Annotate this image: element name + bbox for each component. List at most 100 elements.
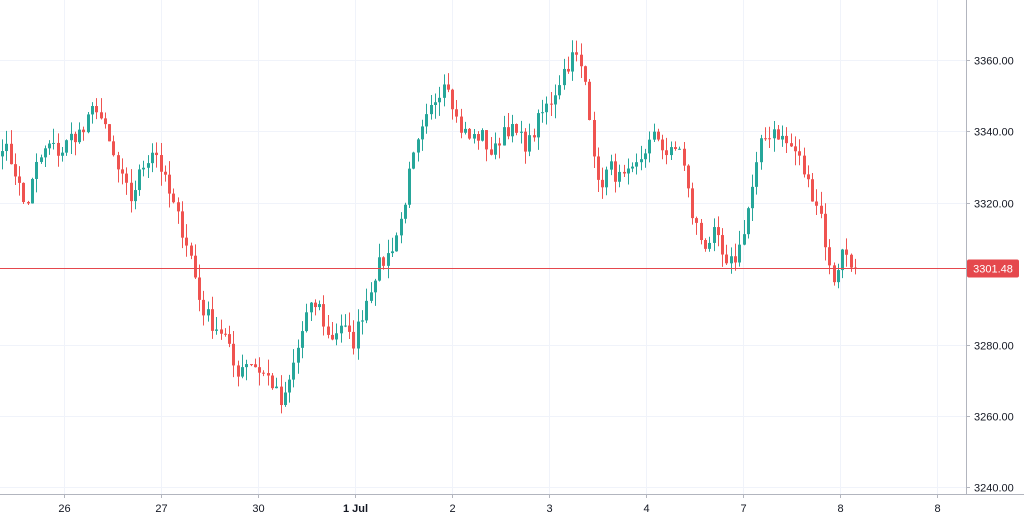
x-tick-label: 1 Jul bbox=[343, 503, 368, 515]
candle-body bbox=[202, 299, 205, 316]
candle-body bbox=[284, 392, 287, 406]
candle-body bbox=[31, 178, 34, 204]
candle-body bbox=[490, 149, 493, 155]
candle-body bbox=[160, 155, 163, 172]
candle-body bbox=[494, 143, 497, 155]
candle-body bbox=[618, 171, 621, 182]
candle-body bbox=[52, 142, 55, 144]
candle-body bbox=[674, 147, 677, 150]
candle-body bbox=[305, 312, 308, 332]
candle-body bbox=[747, 208, 750, 235]
candle-body bbox=[151, 152, 154, 164]
candle-body bbox=[412, 152, 415, 169]
candle-body bbox=[828, 247, 831, 266]
x-tick-label: 26 bbox=[58, 503, 70, 515]
candles bbox=[1, 40, 857, 414]
candle-body bbox=[18, 176, 21, 183]
candle-body bbox=[331, 334, 334, 340]
candle-body bbox=[777, 129, 780, 140]
candle-body bbox=[815, 201, 818, 206]
candle-body bbox=[820, 205, 823, 214]
candle-body bbox=[434, 102, 437, 105]
candle-body bbox=[237, 365, 240, 377]
candle-body bbox=[743, 234, 746, 245]
candle-body bbox=[314, 302, 317, 308]
candle-body bbox=[365, 300, 368, 321]
candle-body bbox=[515, 124, 518, 133]
y-tick-label: 3240.00 bbox=[974, 483, 1014, 495]
candle-body bbox=[70, 133, 73, 141]
y-axis-ticks[interactable]: 3360.00 3340.00 3320.00 3280.00 3260.00 3240.… bbox=[966, 56, 1014, 495]
candle-body bbox=[845, 249, 848, 255]
candle-body bbox=[563, 68, 566, 86]
candle-body bbox=[327, 326, 330, 335]
candle-body bbox=[593, 120, 596, 157]
candle-body bbox=[708, 242, 711, 249]
candle-body bbox=[614, 161, 617, 182]
candle-body bbox=[807, 174, 810, 180]
candle-body bbox=[78, 129, 81, 143]
candle-body bbox=[721, 235, 724, 255]
candle-body bbox=[374, 280, 377, 293]
candle-body bbox=[395, 235, 398, 252]
candle-body bbox=[267, 373, 270, 376]
last-price-badge: 3301.48 bbox=[967, 259, 1019, 278]
candle-body bbox=[245, 364, 248, 368]
candle-body bbox=[764, 138, 767, 140]
candle-body bbox=[640, 159, 643, 163]
candle-body bbox=[477, 134, 480, 141]
y-tick-label: 3340.00 bbox=[974, 127, 1014, 139]
candle-body bbox=[511, 124, 514, 137]
candle-body bbox=[623, 171, 626, 174]
y-tick-label: 3360.00 bbox=[974, 56, 1014, 68]
candle-body bbox=[22, 182, 25, 203]
candle-body bbox=[121, 169, 124, 174]
candle-body bbox=[95, 106, 98, 113]
candle-body bbox=[134, 190, 137, 202]
candle-body bbox=[232, 343, 235, 366]
candle-body bbox=[571, 52, 574, 72]
candle-body bbox=[473, 134, 476, 139]
candle-body bbox=[301, 331, 304, 348]
candle-body bbox=[691, 188, 694, 219]
candle-body bbox=[725, 254, 728, 264]
y-tick-label: 3320.00 bbox=[974, 199, 1014, 211]
candle-body bbox=[190, 245, 193, 256]
candle-body bbox=[447, 84, 450, 90]
candle-body bbox=[841, 249, 844, 271]
candle-body bbox=[361, 320, 364, 322]
candle-body bbox=[215, 329, 218, 331]
candle-body bbox=[211, 309, 214, 331]
candle-body bbox=[755, 162, 758, 187]
candle-body bbox=[683, 148, 686, 166]
candle-body bbox=[387, 253, 390, 266]
candle-body bbox=[837, 270, 840, 283]
candle-body bbox=[35, 161, 38, 179]
candle-body bbox=[57, 142, 60, 156]
candle-body bbox=[631, 166, 634, 169]
candle-body bbox=[537, 113, 540, 138]
candle-body bbox=[322, 304, 325, 327]
candle-body bbox=[292, 362, 295, 380]
axes bbox=[0, 0, 1024, 495]
candle-body bbox=[344, 325, 347, 327]
candle-body bbox=[738, 244, 741, 263]
candle-body bbox=[687, 165, 690, 189]
x-tick-label: 8 bbox=[934, 503, 940, 515]
candle-body bbox=[528, 135, 531, 152]
candle-body bbox=[653, 131, 656, 140]
x-tick-label: 2 bbox=[449, 503, 455, 515]
candle-body bbox=[112, 141, 115, 156]
candle-body bbox=[481, 130, 484, 141]
candle-body bbox=[340, 325, 343, 334]
candle-body bbox=[138, 169, 141, 191]
candle-body bbox=[130, 182, 133, 202]
candle-body bbox=[558, 85, 561, 96]
candle-body bbox=[14, 164, 17, 177]
candle-body bbox=[605, 169, 608, 188]
candle-body bbox=[125, 173, 128, 183]
candle-body bbox=[91, 106, 94, 115]
candle-body bbox=[391, 251, 394, 254]
